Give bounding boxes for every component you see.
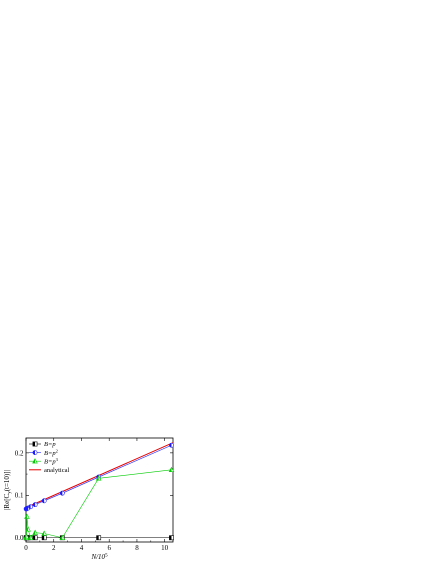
- legend-label-sup: 2: [56, 448, 58, 453]
- legend-label: B=p2: [44, 448, 58, 457]
- legend-marker-fill: [32, 458, 35, 464]
- x-axis-label-sup: 5: [105, 554, 108, 559]
- x-axis-label: N/105: [90, 553, 108, 561]
- x-tick-label: 0: [24, 544, 28, 552]
- legend-marker-fill: [32, 450, 35, 455]
- plot-area: 0 2 4 6 8 100.00.10.2N/105|Re[Cy(t=10)]|B=pB=…: [3, 437, 175, 561]
- y-axis-label-ylabel: |Re[C: [3, 493, 11, 510]
- x-tick-label: 10: [161, 544, 169, 552]
- legend-label: B=p: [44, 441, 56, 448]
- legend-label-base: B=p: [44, 458, 56, 465]
- x-tick-label: 4: [80, 544, 84, 552]
- data-point-fill: [24, 534, 27, 539]
- data-point-fill: [169, 535, 172, 540]
- legend-label: B=p3: [44, 457, 59, 466]
- legend-label-base: B=p: [44, 441, 56, 448]
- data-point-fill: [42, 535, 45, 540]
- data-point-fill: [96, 475, 99, 481]
- y-axis-label-ylabel-rest: (t=10)]|: [3, 470, 11, 491]
- y-axis-label-ylabel-sub: y: [8, 491, 13, 494]
- x-tick-label: 2: [52, 544, 56, 552]
- x-axis-label-base: N/10: [90, 553, 105, 561]
- data-point-fill: [41, 531, 45, 536]
- x-tick-label: 6: [107, 544, 111, 552]
- data-point-fill: [33, 502, 36, 507]
- y-axis-label: |Re[Cy(t=10)]|: [3, 470, 13, 510]
- data-point-fill: [96, 535, 99, 540]
- data-point-fill: [25, 505, 29, 511]
- y-tick-label: 0.0: [15, 534, 24, 542]
- data-point-fill: [169, 443, 172, 448]
- legend-label-base: B=p: [44, 450, 56, 457]
- data-point-fill: [32, 530, 36, 535]
- data-point-fill: [42, 498, 45, 503]
- data-point-fill: [28, 535, 31, 540]
- data-point-fill: [169, 467, 172, 472]
- legend-label-analytical: analytical: [44, 467, 69, 474]
- data-point-fill: [60, 535, 63, 540]
- legend-marker-fill: [32, 441, 35, 447]
- data-point-fill: [33, 535, 36, 540]
- data-point-fill: [28, 504, 31, 509]
- series-line-2: [25, 469, 172, 539]
- legend-label-sup: 3: [56, 457, 59, 462]
- data-point-fill: [60, 491, 63, 496]
- data-point-fill: [24, 514, 27, 519]
- y-tick-label: 0.2: [15, 449, 24, 457]
- x-tick-label: 8: [135, 544, 139, 552]
- plot-frame: [25, 437, 174, 543]
- y-tick-label: 0.1: [15, 492, 24, 500]
